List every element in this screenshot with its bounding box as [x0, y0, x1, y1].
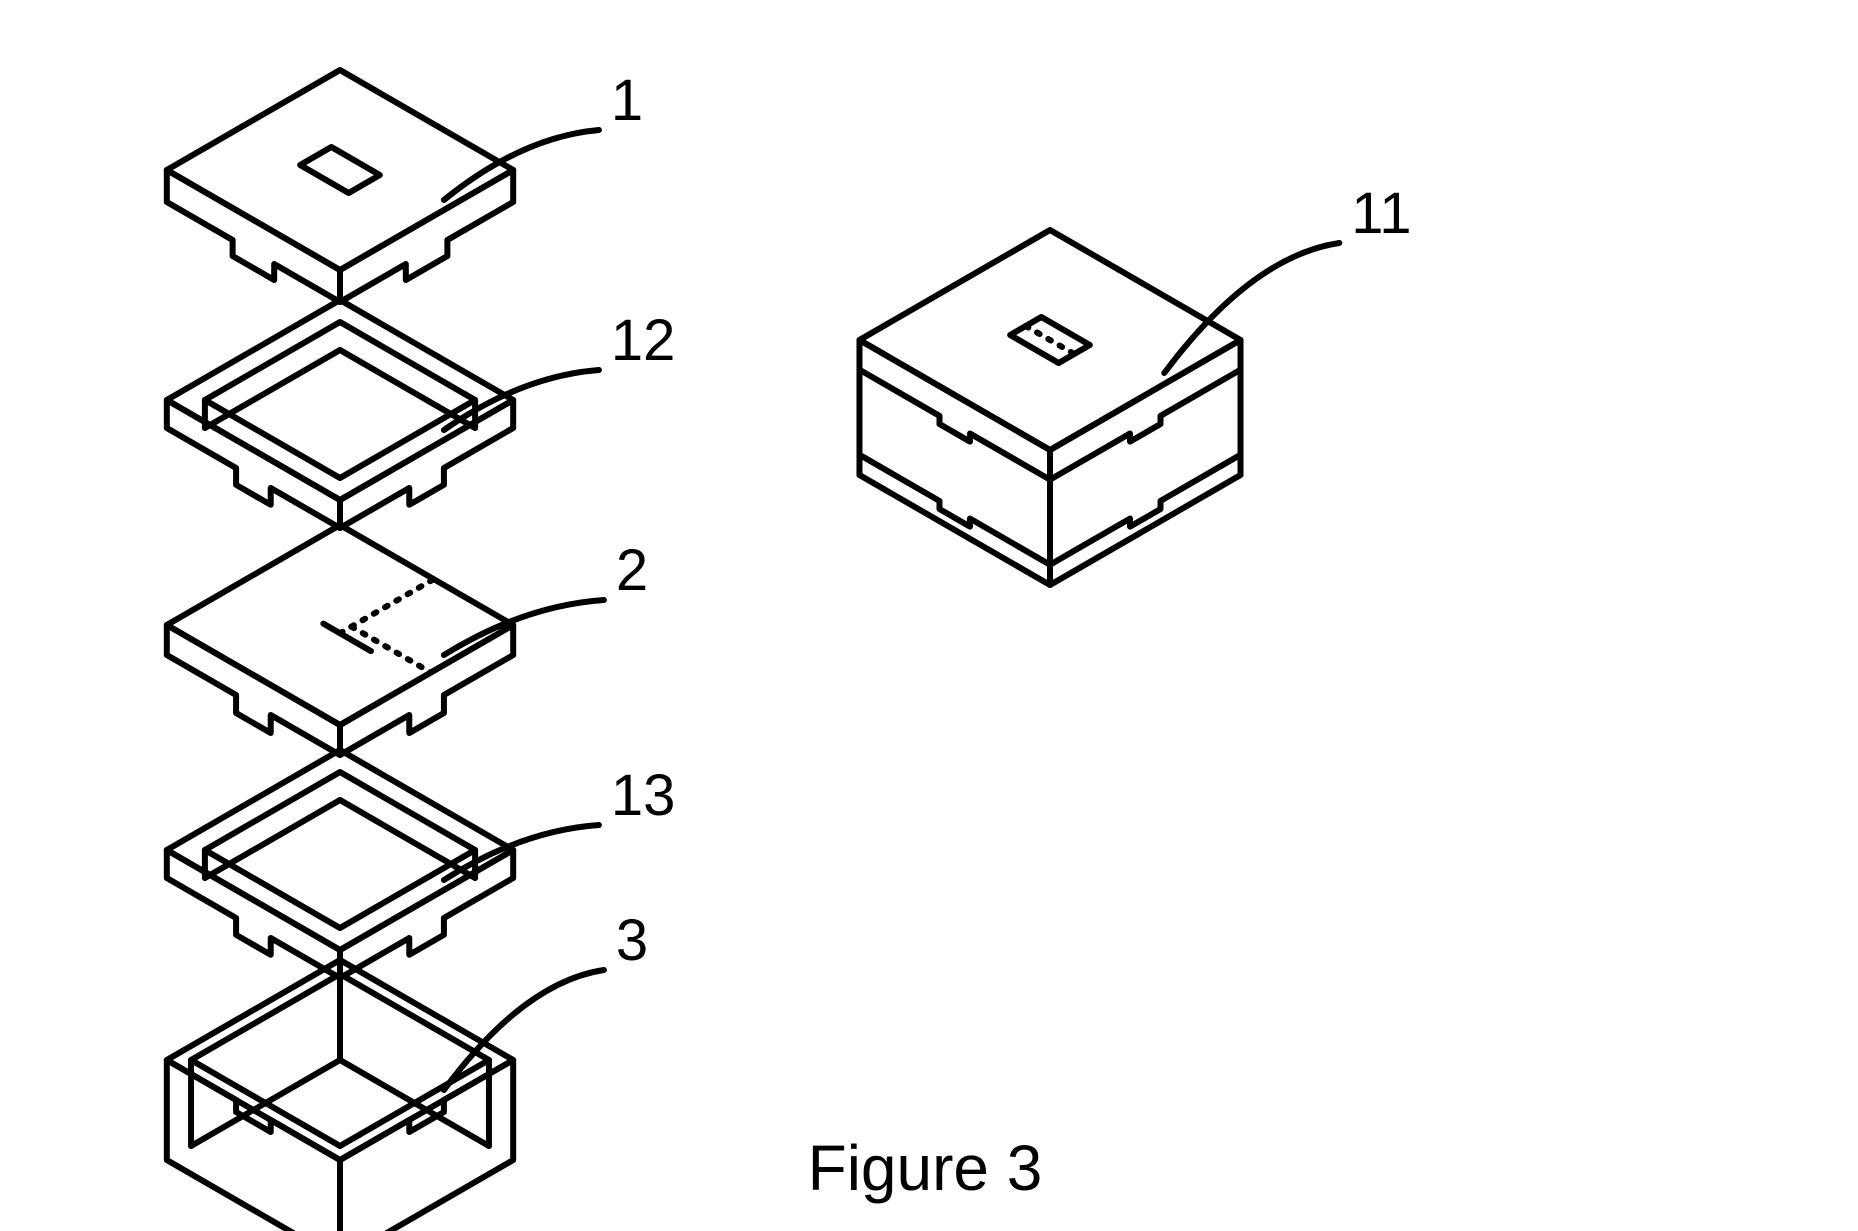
figure-caption: Figure 3: [808, 1132, 1043, 1204]
part-label: 13: [611, 763, 676, 828]
part-label: 1: [611, 68, 643, 133]
diagram-canvas: 1 12 2 13 3 11 Figure 3: [0, 0, 1858, 1231]
part-mid-plate: 2: [167, 525, 648, 755]
part-label: 3: [616, 908, 648, 973]
part-label: 2: [616, 538, 648, 603]
part-spacer-upper: 12: [167, 300, 676, 528]
part-spacer-lower: 13: [167, 750, 676, 978]
part-top-cap: 1: [167, 68, 643, 302]
part-assembled: 11: [859, 181, 1411, 585]
part-label: 11: [1351, 181, 1411, 246]
part-label: 12: [611, 308, 676, 373]
